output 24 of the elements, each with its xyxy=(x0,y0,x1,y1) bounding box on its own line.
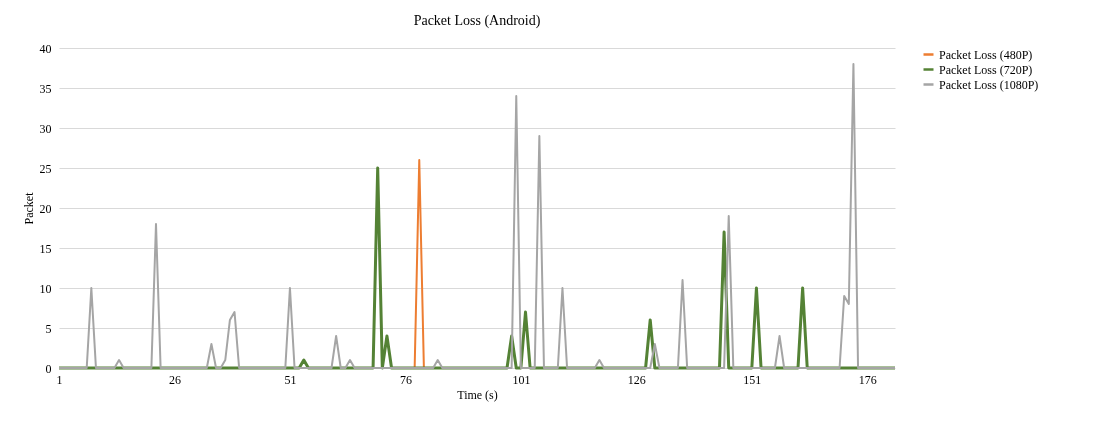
legend-label: Packet Loss (1080P) xyxy=(939,77,1039,92)
chart-title: Packet Loss (Android) xyxy=(413,13,541,29)
y-tick-label: 0 xyxy=(45,361,52,376)
x-tick-label: 1 xyxy=(56,372,63,387)
x-tick-label: 176 xyxy=(858,372,877,387)
x-tick-label: 26 xyxy=(168,372,181,387)
y-tick-label: 30 xyxy=(39,121,52,136)
x-axis-title: Time (s) xyxy=(457,387,498,402)
legend-label: Packet Loss (720P) xyxy=(939,62,1033,77)
x-tick-label: 51 xyxy=(284,372,297,387)
y-tick-label: 40 xyxy=(39,41,52,56)
x-tick-label: 151 xyxy=(743,372,762,387)
y-tick-label: 10 xyxy=(39,281,52,296)
legend-label: Packet Loss (480P) xyxy=(939,47,1033,62)
y-axis-title: Packet xyxy=(21,191,36,225)
y-tick-label: 35 xyxy=(39,81,52,96)
y-tick-label: 5 xyxy=(45,321,52,336)
x-tick-label: 101 xyxy=(512,372,531,387)
y-tick-label: 25 xyxy=(39,161,52,176)
line-series xyxy=(58,63,896,369)
x-tick-label: 126 xyxy=(627,372,646,387)
x-tick-label: 76 xyxy=(399,372,412,387)
y-tick-label: 20 xyxy=(39,201,52,216)
y-tick-label: 15 xyxy=(39,241,52,256)
